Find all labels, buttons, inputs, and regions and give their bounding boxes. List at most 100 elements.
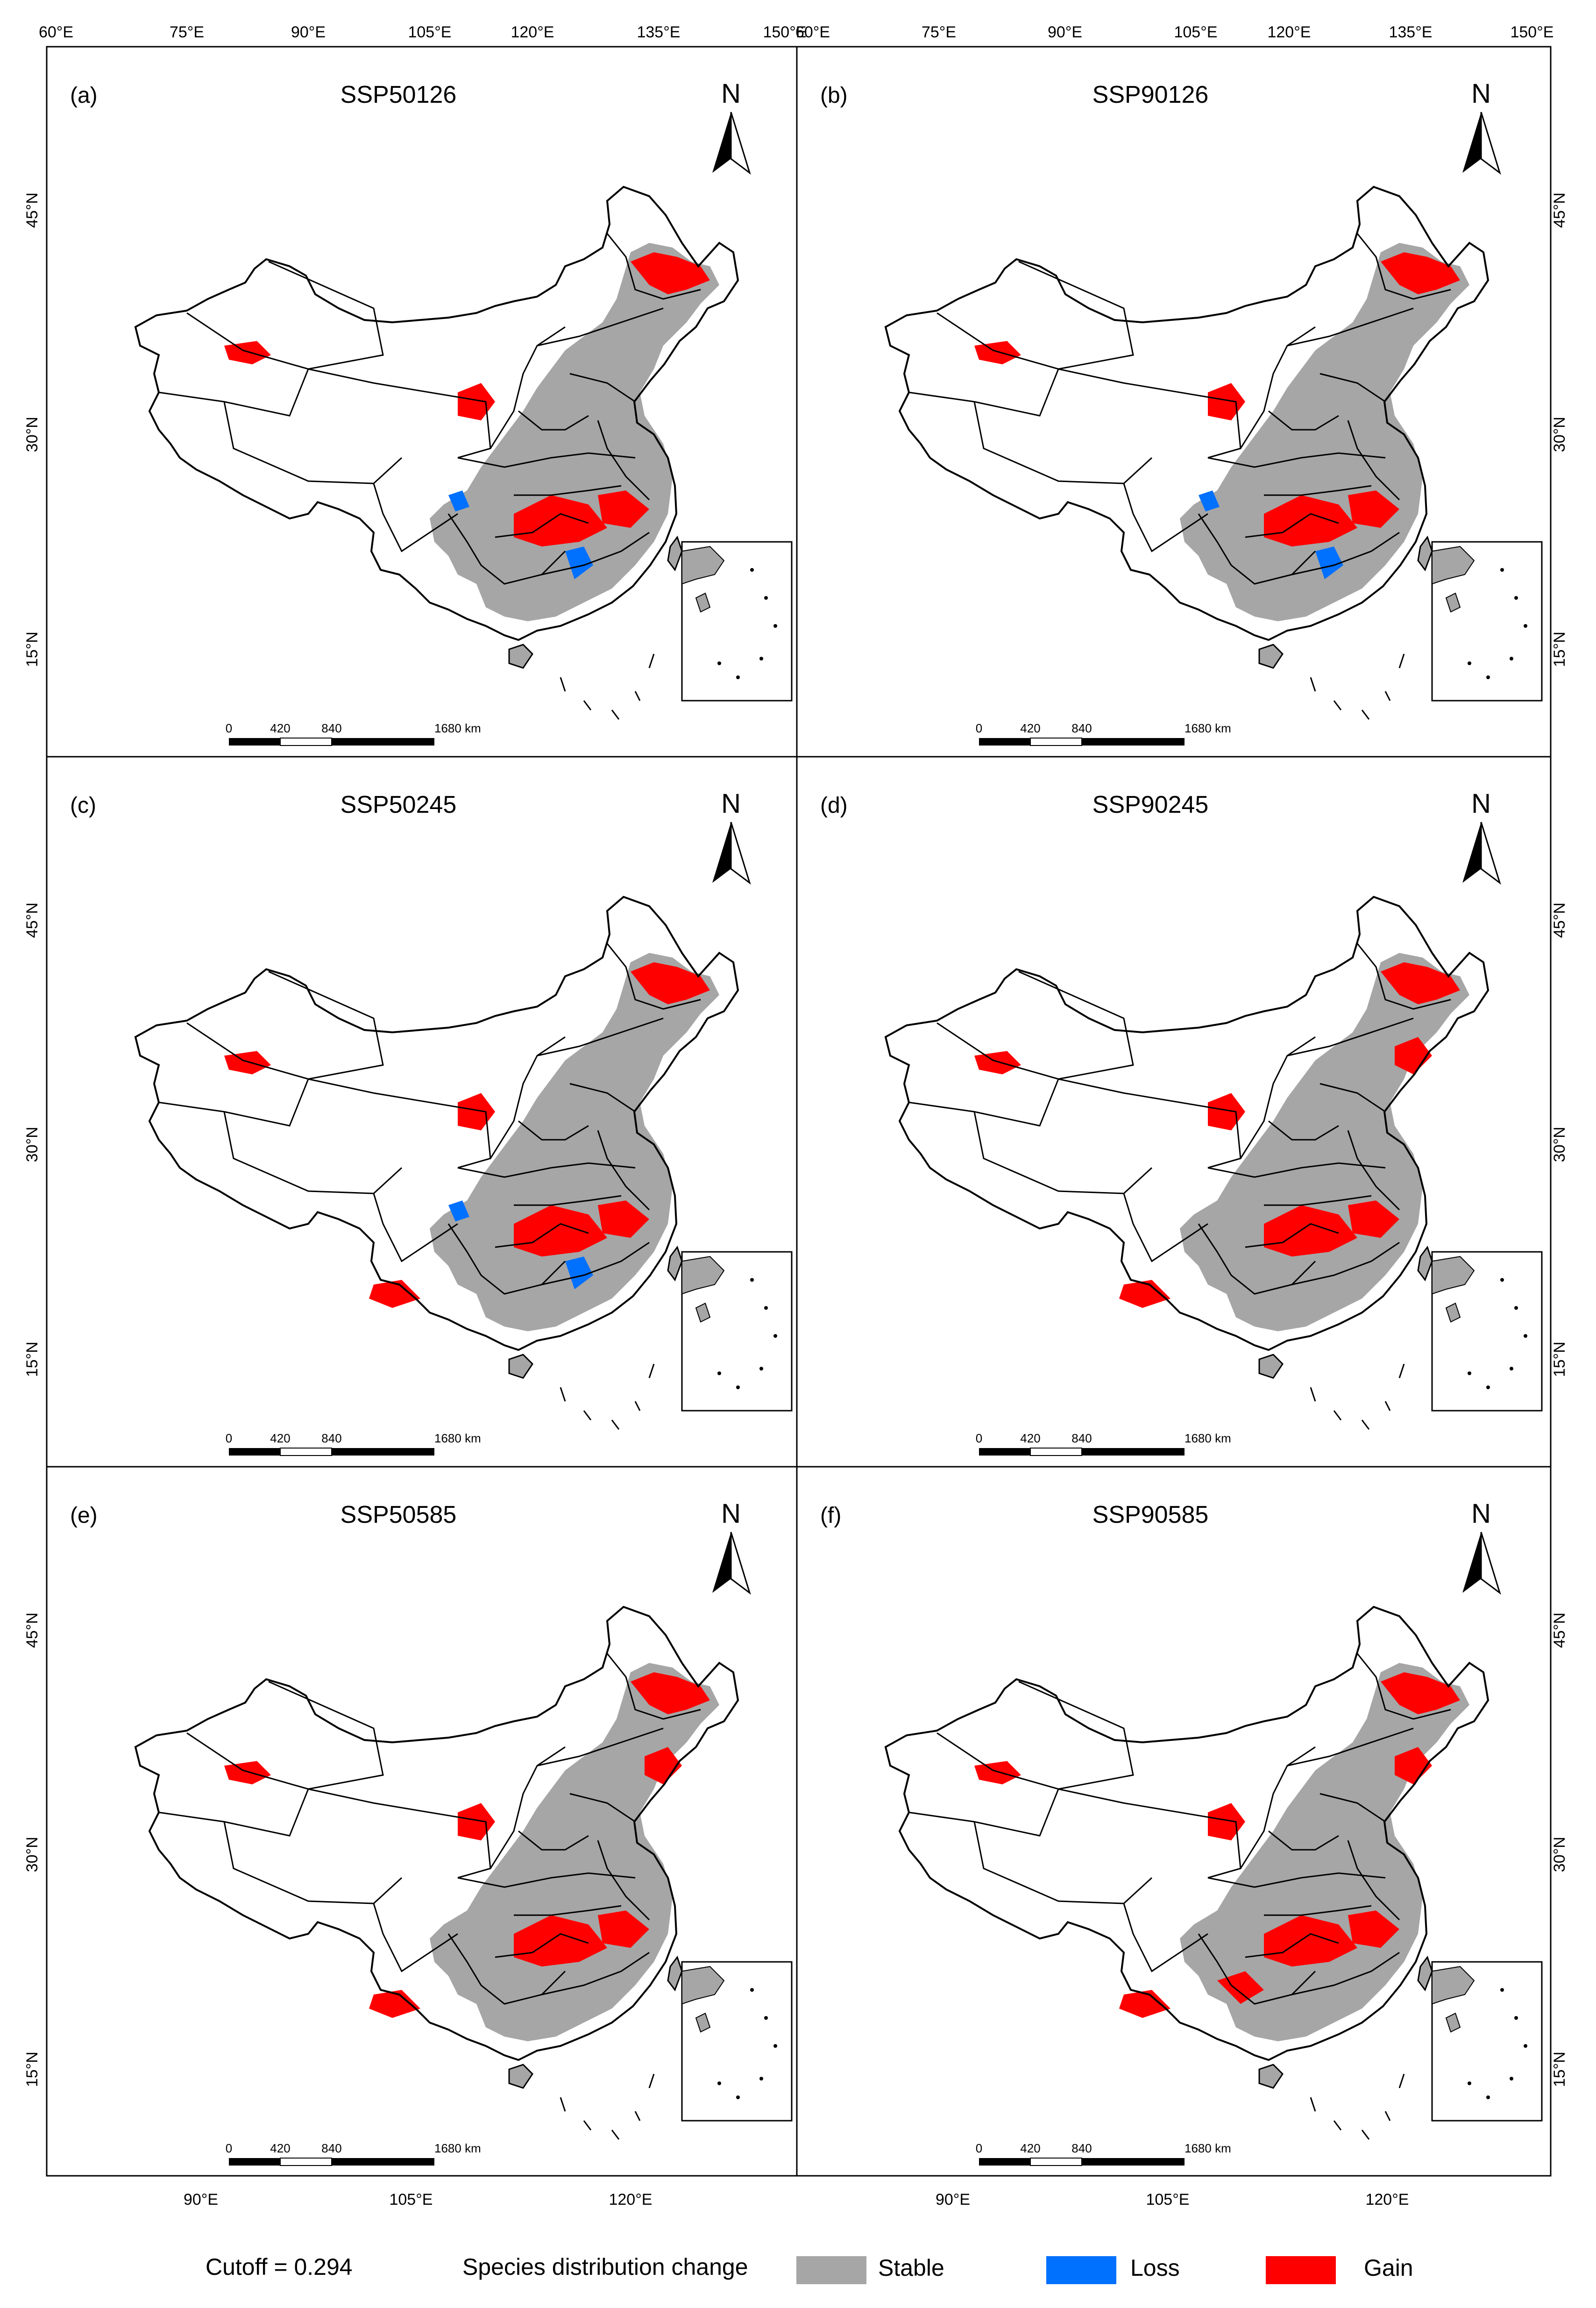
hainan-island bbox=[508, 2064, 533, 2089]
south-china-sea-inset bbox=[681, 1251, 793, 1412]
scale-bar-label: 420 bbox=[270, 721, 290, 735]
taiwan-island bbox=[667, 535, 683, 572]
longitude-tick-label: 60°E bbox=[39, 23, 73, 41]
panel-label: (e) bbox=[70, 1503, 98, 1528]
north-arrow-right-icon bbox=[1480, 822, 1501, 885]
map-panel-b: (b) SSP90126 N 0 420 840 1680 km bbox=[796, 46, 1552, 758]
scale-bar-label: 0 bbox=[226, 1431, 232, 1445]
longitude-tick-label: 90°E bbox=[184, 2191, 218, 2209]
taiwan-island bbox=[667, 1955, 683, 1992]
china-map bbox=[885, 896, 1489, 1430]
latitude-tick-label: 15°N bbox=[23, 2052, 41, 2087]
north-arrow: N bbox=[712, 78, 751, 175]
map-graticule-labels: 60°E 75°E 90°E 105°E 120°E 135°E 150°E60°E 75°E… bbox=[23, 23, 1568, 2209]
latitude-tick-label: 15°N bbox=[23, 632, 41, 667]
latitude-tick-label: 15°N bbox=[23, 1342, 41, 1377]
longitude-tick-label: 120°E bbox=[609, 2191, 652, 2209]
hainan-island bbox=[1258, 2064, 1284, 2089]
scale-bar-label: 1680 km bbox=[434, 2141, 481, 2155]
longitude-tick-label: 75°E bbox=[922, 23, 956, 41]
panel-title: SSP90126 bbox=[1092, 81, 1209, 108]
north-arrow-left-icon bbox=[712, 112, 731, 173]
panel-title: SSP90585 bbox=[1092, 1501, 1209, 1528]
north-arrow: N bbox=[712, 788, 751, 885]
longitude-tick-label: 105°E bbox=[1146, 2191, 1189, 2209]
scale-bar: 0 420 840 1680 km bbox=[226, 1431, 481, 1456]
north-arrow: N bbox=[712, 1498, 751, 1595]
north-arrow-right-icon bbox=[1480, 112, 1501, 175]
scale-bar-label: 840 bbox=[1071, 721, 1092, 735]
hainan-island bbox=[508, 644, 533, 669]
latitude-tick-label: 45°N bbox=[1551, 902, 1568, 938]
north-arrow: N bbox=[1462, 788, 1501, 885]
scale-bar-label: 0 bbox=[976, 1431, 982, 1445]
longitude-tick-label: 120°E bbox=[1267, 23, 1311, 41]
longitude-tick-label: 135°E bbox=[1389, 23, 1432, 41]
panel-title: SSP90245 bbox=[1092, 791, 1209, 818]
scale-bar-label: 840 bbox=[1071, 2141, 1092, 2155]
south-china-sea-line bbox=[560, 653, 655, 720]
longitude-tick-label: 150°E bbox=[1510, 23, 1553, 41]
hainan-island bbox=[1258, 1354, 1284, 1379]
scale-bar-label: 420 bbox=[1020, 721, 1040, 735]
north-arrow-right-icon bbox=[1480, 1532, 1501, 1595]
north-arrow: N bbox=[1462, 1498, 1501, 1595]
scale-bar-label: 840 bbox=[321, 721, 341, 735]
map-panel-c: (c) SSP50245 N 0 420 840 1680 km bbox=[46, 756, 798, 1468]
scale-bar-label: 420 bbox=[270, 2141, 290, 2155]
scale-bar-label: 420 bbox=[1020, 2141, 1040, 2155]
scale-bar-label: 0 bbox=[226, 2141, 232, 2155]
north-arrow-right-icon bbox=[730, 112, 751, 175]
latitude-tick-label: 30°N bbox=[23, 417, 41, 452]
north-arrow-letter: N bbox=[721, 78, 741, 109]
china-map bbox=[135, 896, 739, 1430]
latitude-tick-label: 15°N bbox=[1551, 1342, 1568, 1377]
latitude-tick-label: 30°N bbox=[23, 1127, 41, 1162]
scale-bar: 0 420 840 1680 km bbox=[226, 721, 481, 746]
south-china-sea-inset bbox=[1431, 541, 1543, 702]
longitude-tick-label: 120°E bbox=[1365, 2191, 1409, 2209]
legend-label-gain: Gain bbox=[1364, 2255, 1413, 2281]
latitude-tick-label: 45°N bbox=[23, 1612, 41, 1648]
north-arrow-letter: N bbox=[721, 1498, 741, 1529]
latitude-tick-label: 45°N bbox=[1551, 192, 1568, 228]
panel-label: (b) bbox=[820, 83, 848, 108]
south-china-sea-line bbox=[1310, 1363, 1405, 1430]
legend-swatch-stable bbox=[796, 2256, 866, 2284]
longitude-tick-label: 105°E bbox=[1174, 23, 1217, 41]
map-panel-a: (a) SSP50126 N 0 420 840 1680 km bbox=[46, 46, 798, 758]
north-arrow-left-icon bbox=[712, 822, 731, 883]
taiwan-island bbox=[667, 1245, 683, 1282]
panel-title: SSP50585 bbox=[340, 1501, 457, 1528]
scale-bar-label: 840 bbox=[321, 2141, 341, 2155]
china-map bbox=[135, 186, 739, 720]
gain-area bbox=[224, 962, 710, 1308]
map-panel-e: (e) SSP50585 N 0 420 840 1680 km bbox=[46, 1466, 798, 2177]
taiwan-island bbox=[1417, 1245, 1433, 1282]
taiwan-island bbox=[1417, 1955, 1433, 1992]
panel-title: SSP50245 bbox=[340, 791, 457, 818]
north-arrow-letter: N bbox=[721, 788, 741, 819]
scale-bar-label: 840 bbox=[321, 1431, 341, 1445]
scale-bar-label: 1680 km bbox=[434, 721, 481, 735]
scale-bar: 0 420 840 1680 km bbox=[976, 721, 1231, 746]
longitude-tick-label: 105°E bbox=[408, 23, 451, 41]
south-china-sea-inset bbox=[681, 541, 793, 702]
north-arrow-left-icon bbox=[1462, 822, 1481, 883]
loss-area bbox=[448, 490, 593, 579]
scale-bar-label: 1680 km bbox=[1185, 721, 1231, 735]
china-map bbox=[885, 1606, 1489, 2140]
longitude-tick-label: 150°E bbox=[763, 23, 806, 41]
gain-area bbox=[974, 252, 1460, 547]
map-panel-d: (d) SSP90245 N 0 420 840 1680 km bbox=[796, 756, 1552, 1468]
latitude-tick-label: 30°N bbox=[23, 1837, 41, 1872]
loss-area bbox=[1199, 490, 1343, 579]
legend-title: Species distribution change bbox=[462, 2254, 748, 2280]
south-china-sea-line bbox=[560, 1363, 655, 1430]
scale-bar-label: 0 bbox=[226, 721, 232, 735]
longitude-tick-label: 60°E bbox=[795, 23, 830, 41]
scale-bar-label: 0 bbox=[976, 721, 982, 735]
latitude-tick-label: 45°N bbox=[23, 192, 41, 228]
north-arrow-left-icon bbox=[712, 1532, 731, 1593]
